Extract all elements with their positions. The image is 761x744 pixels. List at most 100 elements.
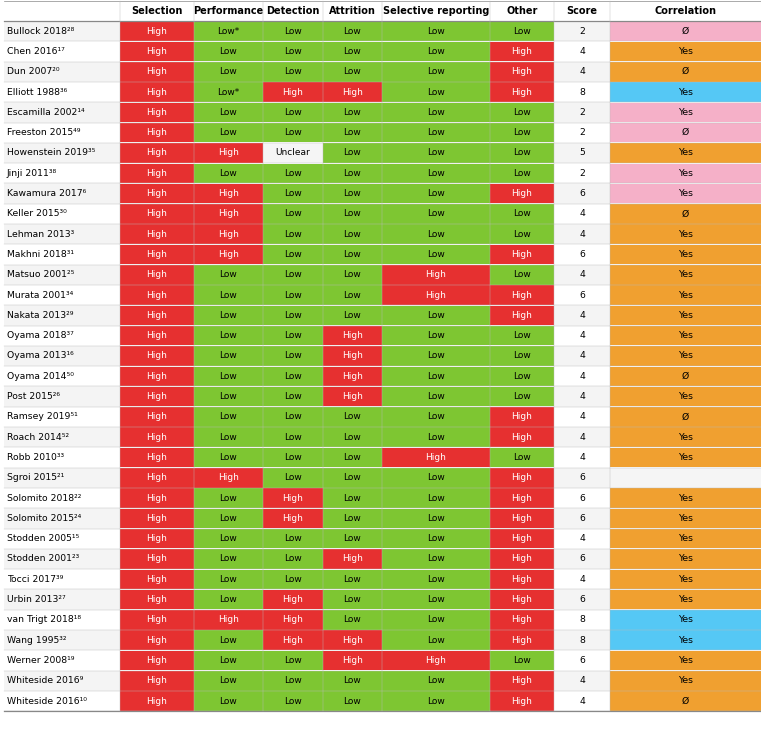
Text: High: High bbox=[147, 635, 167, 644]
Bar bbox=[120, 671, 193, 690]
Bar bbox=[382, 103, 489, 122]
Text: Low*: Low* bbox=[218, 27, 240, 36]
Text: High: High bbox=[342, 372, 363, 381]
Bar bbox=[4, 467, 761, 488]
Text: High: High bbox=[282, 595, 304, 604]
Bar bbox=[120, 630, 193, 650]
Bar bbox=[194, 407, 263, 426]
Text: Low: Low bbox=[344, 433, 361, 442]
Text: Oyama 2014⁵⁰: Oyama 2014⁵⁰ bbox=[7, 372, 74, 381]
Text: Low: Low bbox=[513, 656, 531, 665]
Text: 4: 4 bbox=[579, 372, 585, 381]
Bar bbox=[490, 529, 553, 548]
Text: Low: Low bbox=[427, 128, 445, 137]
Bar bbox=[263, 123, 323, 142]
Text: 4: 4 bbox=[579, 209, 585, 218]
Text: High: High bbox=[511, 412, 533, 421]
Bar bbox=[4, 244, 761, 265]
Bar bbox=[382, 306, 489, 325]
Bar bbox=[382, 42, 489, 61]
Text: Yes: Yes bbox=[678, 493, 693, 502]
Bar bbox=[194, 509, 263, 528]
Bar bbox=[490, 245, 553, 264]
Bar bbox=[194, 83, 263, 102]
Text: Low: Low bbox=[344, 67, 361, 76]
Text: High: High bbox=[147, 534, 167, 543]
Text: Low: Low bbox=[427, 351, 445, 360]
Text: 4: 4 bbox=[579, 392, 585, 401]
Bar bbox=[610, 184, 760, 203]
Text: High: High bbox=[342, 635, 363, 644]
Bar bbox=[194, 387, 263, 406]
Bar bbox=[194, 22, 263, 41]
Text: 4: 4 bbox=[579, 331, 585, 340]
Text: Low: Low bbox=[220, 372, 237, 381]
Text: High: High bbox=[425, 656, 447, 665]
Text: Detection: Detection bbox=[266, 6, 320, 16]
Text: Low: Low bbox=[344, 250, 361, 259]
Bar bbox=[194, 671, 263, 690]
Text: High: High bbox=[511, 554, 533, 563]
Bar bbox=[4, 62, 761, 82]
Text: Tocci 2017³⁹: Tocci 2017³⁹ bbox=[7, 575, 63, 584]
Text: High: High bbox=[147, 291, 167, 300]
Text: Low: Low bbox=[284, 433, 302, 442]
Text: Yes: Yes bbox=[678, 656, 693, 665]
Text: Low: Low bbox=[427, 696, 445, 705]
Text: Post 2015²⁶: Post 2015²⁶ bbox=[7, 392, 60, 401]
Text: Yes: Yes bbox=[678, 88, 693, 97]
Text: High: High bbox=[147, 554, 167, 563]
Text: Low: Low bbox=[344, 128, 361, 137]
Text: Sgroi 2015²¹: Sgroi 2015²¹ bbox=[7, 473, 64, 482]
Text: Low: Low bbox=[513, 351, 531, 360]
Text: Low: Low bbox=[427, 108, 445, 117]
Text: 2: 2 bbox=[579, 108, 585, 117]
Text: van Trigt 2018¹⁸: van Trigt 2018¹⁸ bbox=[7, 615, 81, 624]
Bar bbox=[263, 468, 323, 487]
Text: Yes: Yes bbox=[678, 575, 693, 584]
Text: Jinji 2011³⁸: Jinji 2011³⁸ bbox=[7, 169, 57, 178]
Text: 2: 2 bbox=[579, 27, 585, 36]
Bar bbox=[263, 569, 323, 589]
Text: Oyama 2013¹⁶: Oyama 2013¹⁶ bbox=[7, 351, 74, 360]
Text: Elliott 1988³⁶: Elliott 1988³⁶ bbox=[7, 88, 67, 97]
Bar bbox=[382, 143, 489, 163]
Text: Low: Low bbox=[220, 453, 237, 462]
Bar bbox=[120, 651, 193, 670]
Text: Stodden 2001²³: Stodden 2001²³ bbox=[7, 554, 79, 563]
Bar bbox=[382, 225, 489, 244]
Text: Low: Low bbox=[427, 493, 445, 502]
Bar bbox=[194, 225, 263, 244]
Bar bbox=[120, 407, 193, 426]
Text: Low: Low bbox=[344, 230, 361, 239]
Bar bbox=[490, 83, 553, 102]
Bar bbox=[263, 346, 323, 366]
Bar bbox=[263, 164, 323, 183]
Text: Yes: Yes bbox=[678, 189, 693, 198]
Text: High: High bbox=[147, 209, 167, 218]
Bar bbox=[4, 326, 761, 346]
Text: High: High bbox=[342, 656, 363, 665]
Bar bbox=[120, 691, 193, 711]
Text: Robb 2010³³: Robb 2010³³ bbox=[7, 453, 64, 462]
Text: High: High bbox=[511, 88, 533, 97]
Text: High: High bbox=[511, 311, 533, 320]
Bar bbox=[323, 184, 381, 203]
Text: Solomito 2015²⁴: Solomito 2015²⁴ bbox=[7, 514, 81, 523]
Text: Werner 2008¹⁹: Werner 2008¹⁹ bbox=[7, 656, 75, 665]
Bar bbox=[263, 590, 323, 609]
Bar bbox=[610, 569, 760, 589]
Bar bbox=[610, 326, 760, 345]
Text: Yes: Yes bbox=[678, 230, 693, 239]
Bar bbox=[120, 590, 193, 609]
Bar bbox=[120, 184, 193, 203]
Bar bbox=[194, 123, 263, 142]
Text: Low: Low bbox=[513, 27, 531, 36]
Text: Low: Low bbox=[284, 412, 302, 421]
Text: Low: Low bbox=[344, 209, 361, 218]
Bar bbox=[610, 83, 760, 102]
Text: Low: Low bbox=[284, 372, 302, 381]
Bar bbox=[490, 143, 553, 163]
Bar bbox=[490, 651, 553, 670]
Text: Low: Low bbox=[284, 351, 302, 360]
